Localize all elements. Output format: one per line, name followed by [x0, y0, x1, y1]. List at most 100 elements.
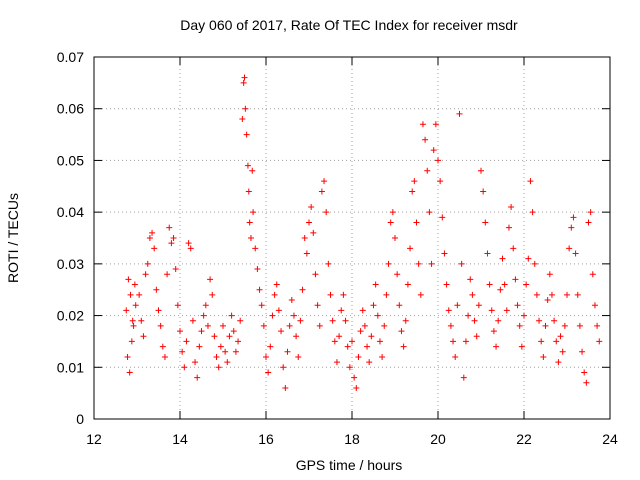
data-point	[258, 302, 265, 309]
y-tick-label: 0.03	[57, 256, 84, 272]
data-point	[222, 348, 229, 355]
data-point	[123, 307, 130, 314]
data-point	[130, 322, 137, 329]
data-point	[585, 219, 592, 226]
data-point	[349, 338, 355, 345]
y-tick-label: 0.05	[57, 152, 84, 168]
data-point	[411, 178, 418, 185]
data-point	[383, 291, 390, 298]
y-tick-label: 0	[76, 411, 84, 427]
data-point	[454, 302, 461, 309]
data-point	[589, 271, 596, 278]
data-point	[527, 178, 534, 185]
y-axis-label: ROTI / TECUs	[5, 193, 21, 283]
data-point	[400, 343, 407, 350]
data-point	[374, 312, 381, 319]
data-point	[587, 209, 594, 216]
data-point	[168, 240, 175, 247]
data-point	[338, 307, 345, 314]
data-point	[310, 229, 317, 236]
data-point	[441, 250, 448, 257]
data-point	[172, 266, 179, 273]
data-point	[179, 348, 186, 355]
data-point	[546, 271, 553, 278]
data-point	[430, 147, 437, 154]
data-point	[207, 276, 214, 283]
data-point	[125, 276, 132, 283]
data-point	[415, 260, 422, 267]
data-point	[254, 266, 261, 273]
data-point	[458, 260, 465, 267]
data-point	[224, 359, 231, 366]
data-point	[325, 260, 332, 267]
data-point	[471, 317, 478, 324]
data-point	[263, 353, 269, 360]
data-point	[240, 79, 247, 86]
data-point	[566, 245, 573, 252]
data-point	[312, 271, 319, 278]
data-point	[490, 328, 497, 335]
data-point	[161, 353, 168, 360]
data-point	[288, 297, 295, 304]
data-point	[198, 328, 205, 335]
data-point	[570, 214, 577, 221]
data-point	[542, 322, 549, 329]
data-point	[564, 291, 570, 298]
x-tick-label: 24	[602, 431, 618, 447]
data-point	[166, 224, 173, 231]
data-point	[366, 359, 373, 366]
x-tick-label: 18	[344, 431, 360, 447]
data-point	[499, 255, 506, 262]
data-point	[290, 312, 297, 319]
data-point	[192, 359, 199, 366]
data-point	[478, 167, 484, 174]
data-point	[278, 328, 285, 335]
data-point	[344, 343, 351, 350]
data-point	[531, 260, 538, 267]
data-point	[518, 343, 525, 350]
data-point	[510, 245, 517, 252]
data-point	[544, 297, 551, 304]
data-point	[364, 343, 371, 350]
data-point	[467, 276, 474, 283]
data-point	[126, 369, 133, 376]
data-point	[368, 333, 375, 340]
data-point	[409, 188, 416, 195]
axis-ticks	[93, 56, 611, 420]
data-point	[493, 343, 500, 350]
data-point	[242, 105, 249, 112]
data-point	[321, 178, 328, 185]
data-point	[265, 369, 272, 376]
data-point	[275, 307, 282, 314]
data-point	[239, 116, 246, 123]
data-point	[318, 188, 325, 195]
data-point	[249, 167, 256, 174]
data-point	[157, 322, 164, 329]
data-point	[392, 235, 398, 241]
data-point	[462, 338, 469, 345]
data-point	[142, 271, 149, 278]
data-point	[244, 162, 251, 169]
data-point	[583, 379, 590, 386]
data-point	[439, 214, 446, 221]
data-point	[484, 250, 491, 257]
data-point	[189, 317, 196, 324]
data-point	[402, 317, 409, 324]
data-point	[361, 322, 368, 329]
data-point	[146, 235, 153, 241]
data-point	[245, 188, 252, 195]
data-point	[226, 333, 233, 340]
data-point	[417, 291, 424, 298]
data-point	[247, 235, 254, 241]
data-point	[144, 260, 151, 267]
data-point	[149, 229, 156, 236]
y-tick-label: 0.06	[57, 101, 84, 117]
data-point	[419, 121, 426, 128]
data-point	[568, 224, 575, 231]
data-point	[138, 317, 145, 324]
data-point	[353, 384, 360, 391]
data-point	[295, 353, 302, 360]
data-point	[456, 110, 463, 117]
data-point	[432, 121, 439, 128]
data-point	[486, 281, 493, 288]
